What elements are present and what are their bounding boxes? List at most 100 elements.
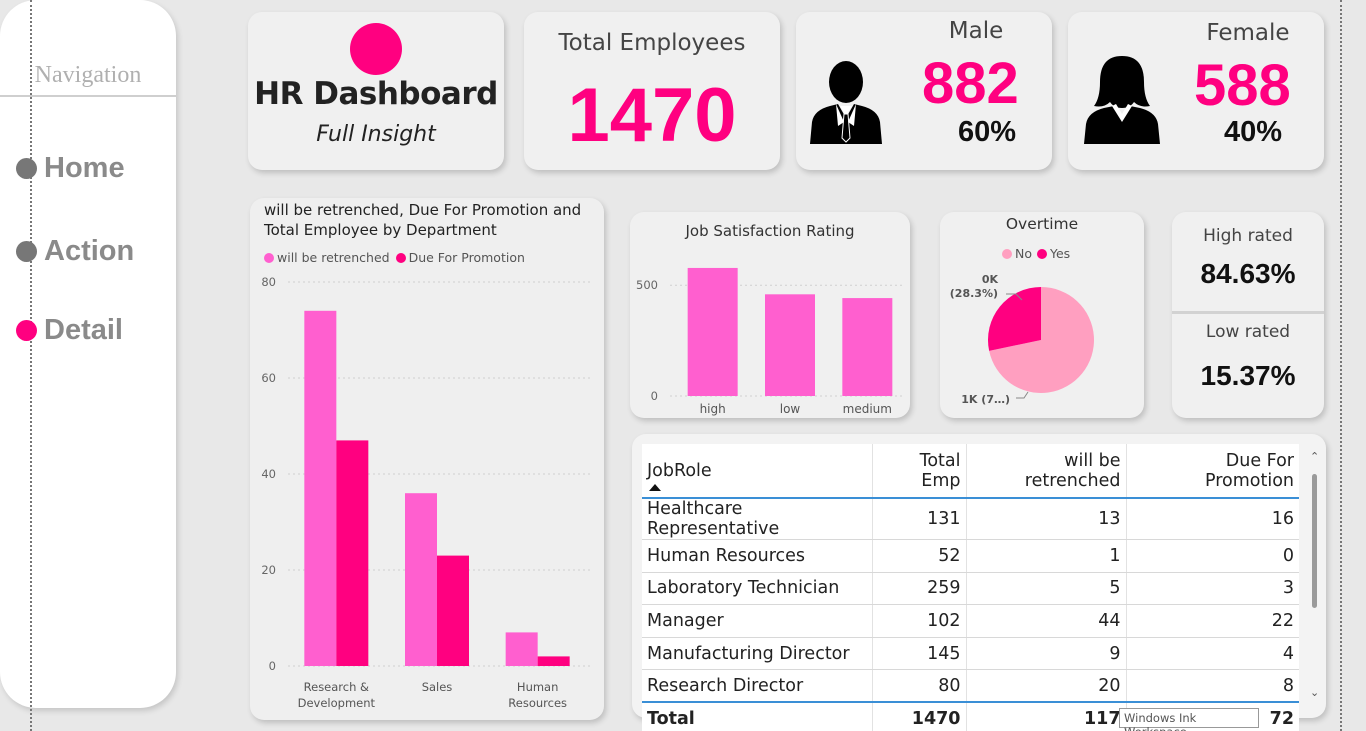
- x-tick-label: Human Resources: [508, 680, 567, 710]
- cell-total-retrenched: 117: [965, 701, 1126, 731]
- overtime-legend: No Yes: [1002, 246, 1070, 261]
- female-card: Female 588 40%: [1068, 12, 1324, 170]
- cell-promotion: 4: [1125, 637, 1299, 671]
- cell-total-emp: 80: [871, 669, 966, 703]
- legend-dot-icon: [1037, 248, 1047, 259]
- job-satisfaction-card: Job Satisfaction Rating 0 500 high low mediu…: [630, 212, 910, 418]
- female-person-icon: [1084, 56, 1160, 144]
- title-dot-icon: [350, 23, 402, 75]
- dashboard-subtitle: Full Insight: [316, 122, 436, 147]
- cell-promotion: 0: [1125, 539, 1299, 573]
- detail-dot-icon: [16, 320, 37, 341]
- legend-label: No: [1015, 246, 1032, 261]
- total-employees-value: 1470: [567, 73, 737, 158]
- total-employees-card: Total Employees 1470: [524, 12, 780, 170]
- male-card: Male 882 60%: [796, 12, 1052, 170]
- nav-item-detail[interactable]: Detail: [16, 314, 123, 347]
- legend-dot-icon: [1002, 248, 1012, 259]
- cell-retrenched: 5: [965, 572, 1126, 606]
- cell-total-emp: 131: [871, 498, 966, 540]
- sort-ascending-icon[interactable]: [649, 484, 661, 491]
- low-rated-label: Low rated: [1205, 322, 1291, 342]
- x-tick-label: medium: [843, 402, 892, 416]
- cell-retrenched: 44: [965, 604, 1126, 638]
- cell-jobrole: Research Director: [642, 669, 872, 703]
- jobrole-table-card: JobRole Total Emp will be retrenched Due…: [632, 434, 1326, 731]
- table-row: Human Resources 52 1 0: [642, 539, 1299, 573]
- bar-low: [765, 294, 815, 396]
- cell-retrenched: 1: [965, 539, 1126, 573]
- high-rated-label: High rated: [1203, 226, 1293, 246]
- cell-promotion: 22: [1125, 604, 1299, 638]
- male-percent: 60%: [958, 116, 1017, 148]
- table-scrollbar[interactable]: ⌃ ⌄: [1308, 448, 1322, 706]
- column-header-label: JobRole: [647, 460, 712, 481]
- bar-retrenched: [304, 310, 337, 666]
- cell-jobrole: Manager: [642, 604, 872, 638]
- cell-jobrole: Manufacturing Director: [642, 637, 872, 671]
- nav-item-label: Detail: [44, 314, 123, 346]
- cell-total-emp: 145: [871, 637, 966, 671]
- cell-retrenched: 20: [965, 669, 1126, 703]
- female-label: Female: [1206, 20, 1290, 46]
- bar-promotion: [537, 656, 570, 666]
- legend-label: Due For Promotion: [408, 250, 525, 265]
- x-tick-label: Sales: [422, 680, 453, 694]
- table-row: Manufacturing Director 145 9 4: [642, 637, 1299, 671]
- total-employees-label: Total Employees: [558, 30, 746, 56]
- scroll-down-icon[interactable]: ⌄: [1310, 687, 1320, 699]
- windows-ink-tooltip: Windows Ink Workspace: [1119, 708, 1259, 731]
- bar-high: [687, 267, 738, 396]
- right-border-line: [1340, 0, 1342, 731]
- ratings-card: High rated 84.63% Low rated 15.37%: [1172, 212, 1324, 418]
- y-tick-label: 40: [261, 467, 276, 481]
- cell-total-label: Total: [642, 701, 872, 731]
- column-header-promotion[interactable]: Due For Promotion: [1125, 444, 1299, 499]
- x-tick-label: high: [700, 402, 726, 416]
- y-tick-label: 80: [261, 275, 276, 289]
- male-value: 882: [922, 51, 1019, 116]
- cell-promotion: 3: [1125, 572, 1299, 606]
- cell-jobrole: Laboratory Technician: [642, 572, 872, 606]
- table-header-row: JobRole Total Emp will be retrenched Due…: [642, 444, 1299, 499]
- female-percent: 40%: [1224, 116, 1283, 148]
- pie-label-no: 1K (7…): [961, 393, 1010, 406]
- female-value: 588: [1194, 53, 1291, 118]
- department-chart-title: will be retrenched, Due For Promotion an…: [264, 201, 582, 239]
- home-dot-icon: [16, 158, 37, 179]
- table-row: Manager 102 44 22: [642, 604, 1299, 638]
- left-border-line: [30, 0, 32, 731]
- cell-total-emp: 259: [871, 572, 966, 606]
- action-dot-icon: [16, 241, 37, 262]
- column-header-retrenched[interactable]: will be retrenched: [965, 444, 1126, 499]
- nav-item-home[interactable]: Home: [16, 152, 125, 185]
- male-person-icon: [810, 61, 882, 144]
- department-chart-card: will be retrenched, Due For Promotion an…: [250, 198, 604, 720]
- legend-dot-icon: [264, 252, 274, 263]
- legend-dot-icon: [395, 252, 406, 263]
- x-tick-label: Research & Development: [298, 680, 376, 710]
- legend-label: Yes: [1050, 246, 1071, 261]
- cell-retrenched: 9: [965, 637, 1126, 671]
- pie-slice-no: [989, 287, 1094, 393]
- column-header-jobrole[interactable]: JobRole: [642, 444, 872, 499]
- scrollbar-thumb[interactable]: [1312, 474, 1317, 608]
- y-tick-label: 500: [636, 278, 658, 292]
- high-rated-value: 84.63%: [1200, 258, 1296, 289]
- cell-jobrole: Human Resources: [642, 539, 872, 573]
- overtime-title: Overtime: [1005, 215, 1079, 233]
- table-row: Healthcare Representative 131 13 16: [642, 498, 1299, 540]
- bar-retrenched: [405, 493, 437, 666]
- dashboard-title: HR Dashboard: [254, 76, 498, 112]
- scroll-up-icon[interactable]: ⌃: [1310, 451, 1320, 463]
- cell-jobrole: Healthcare Representative: [642, 498, 872, 540]
- job-satisfaction-title: Job Satisfaction Rating: [685, 222, 855, 240]
- column-header-total-emp[interactable]: Total Emp: [871, 444, 966, 499]
- legend-label: will be retrenched: [277, 250, 390, 265]
- bar-medium: [842, 298, 893, 396]
- nav-item-action[interactable]: Action: [16, 235, 134, 268]
- ratings-divider: [1172, 311, 1324, 314]
- department-bar-chart: 0 20 40 60 80 Research & Development Sales Human…: [261, 275, 590, 710]
- bar-retrenched: [505, 632, 538, 666]
- overtime-pie-chart: 0K (28.3%) 1K (7…): [950, 273, 1094, 406]
